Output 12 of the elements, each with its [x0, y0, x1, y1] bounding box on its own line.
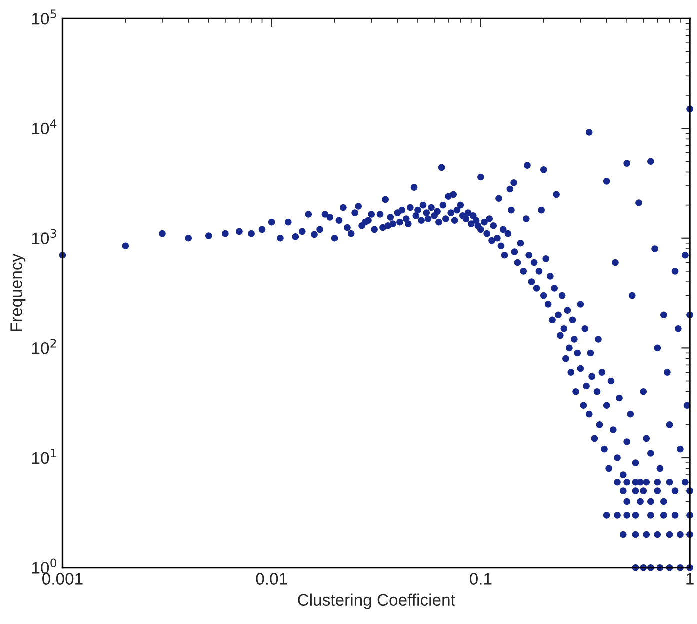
- y-tick-label: 10$^{1}$: [32, 449, 56, 464]
- y-tick-label: 10$^{3}$: [32, 229, 56, 244]
- x-tick-label: 0.1: [470, 573, 492, 585]
- y-axis-title: Frequency: [10, 254, 26, 332]
- y-tick-label: 10$^{4}$: [32, 120, 57, 135]
- y-tick-label: 10$^{5}$: [32, 10, 56, 25]
- x-tick-label: 0.001: [42, 573, 83, 585]
- x-tick-label: 0.01: [256, 573, 288, 585]
- y-tick-label: 10$^{0}$: [32, 558, 57, 574]
- x-axis-title: Clustering Coefficient: [298, 594, 456, 610]
- x-tick-label: 1: [686, 573, 694, 585]
- y-tick-label: 10$^{2}$: [32, 339, 56, 354]
